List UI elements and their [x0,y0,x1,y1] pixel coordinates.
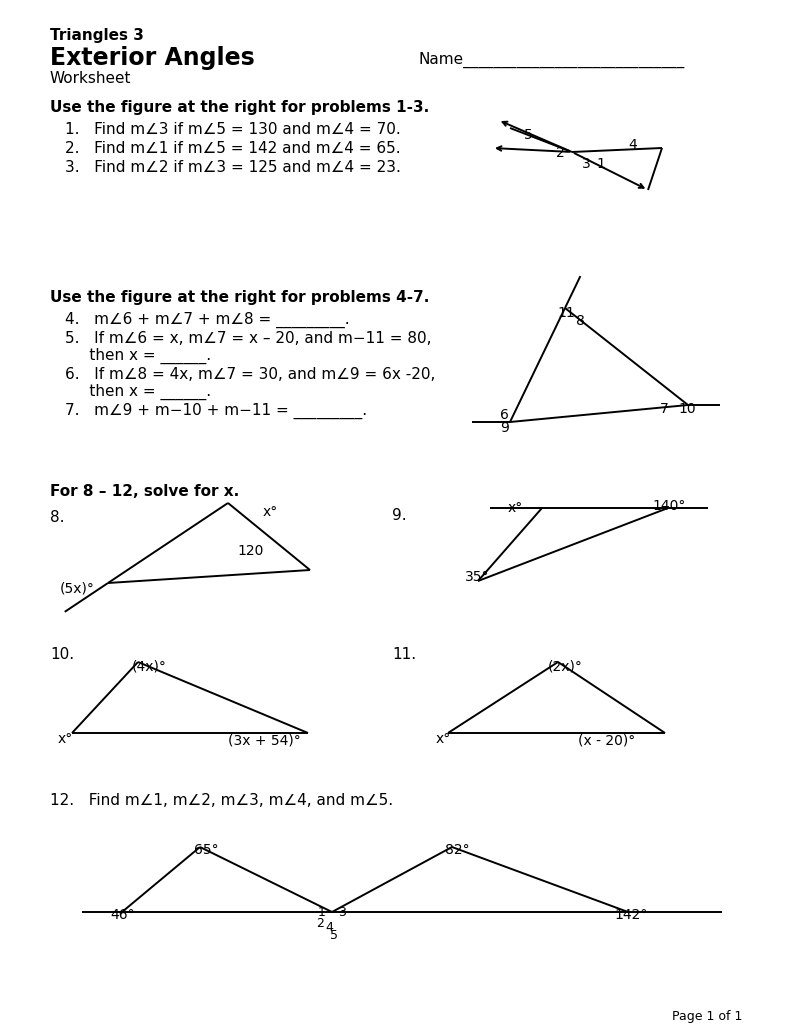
Text: then x = ______.: then x = ______. [65,384,211,400]
Text: 142°: 142° [614,908,647,922]
Text: Page 1 of 1: Page 1 of 1 [672,1010,743,1023]
Text: 12.   Find m∠1, m∠2, m∠3, m∠4, and m∠5.: 12. Find m∠1, m∠2, m∠3, m∠4, and m∠5. [50,793,393,808]
Text: x°: x° [508,501,524,515]
Text: 3: 3 [338,906,346,919]
Text: 6.   If m∠8 = 4x, m∠7 = 30, and m∠9 = 6x -20,: 6. If m∠8 = 4x, m∠7 = 30, and m∠9 = 6x -… [65,367,435,382]
Text: 1: 1 [596,157,605,171]
Text: (2x)°: (2x)° [548,660,583,674]
Text: 46°: 46° [110,908,134,922]
Text: x°: x° [58,732,74,746]
Text: 5: 5 [524,128,533,142]
Text: 5.   If m∠6 = x, m∠7 = x – 20, and m−11 = 80,: 5. If m∠6 = x, m∠7 = x – 20, and m−11 = … [65,331,432,346]
Text: 4: 4 [325,921,333,934]
Text: 10: 10 [678,402,695,416]
Text: 82°: 82° [445,843,470,857]
Text: then x = ______.: then x = ______. [65,348,211,365]
Text: 65°: 65° [194,843,218,857]
Text: 4: 4 [628,138,637,152]
Text: 140°: 140° [652,499,685,513]
Text: 1.   Find m∠3 if m∠5 = 130 and m∠4 = 70.: 1. Find m∠3 if m∠5 = 130 and m∠4 = 70. [65,122,401,137]
Text: 7: 7 [660,402,668,416]
Text: Use the figure at the right for problems 4-7.: Use the figure at the right for problems… [50,290,430,305]
Text: 5: 5 [330,929,338,942]
Text: 3: 3 [582,157,591,171]
Text: 2.   Find m∠1 if m∠5 = 142 and m∠4 = 65.: 2. Find m∠1 if m∠5 = 142 and m∠4 = 65. [65,141,400,156]
Text: x°: x° [263,505,278,519]
Text: 8.: 8. [50,510,65,525]
Text: (5x)°: (5x)° [60,582,95,596]
Text: Triangles 3: Triangles 3 [50,28,144,43]
Text: 4.   m∠6 + m∠7 + m∠8 = _________.: 4. m∠6 + m∠7 + m∠8 = _________. [65,312,350,329]
Text: (4x)°: (4x)° [132,660,167,674]
Text: 2: 2 [316,918,324,930]
Text: 6: 6 [500,408,509,422]
Text: 35°: 35° [465,570,490,584]
Text: 8: 8 [576,314,585,328]
Text: (3x + 54)°: (3x + 54)° [228,733,301,746]
Text: 120: 120 [237,544,263,558]
Text: 1: 1 [318,906,326,919]
Text: 7.   m∠9 + m−10 + m−11 = _________.: 7. m∠9 + m−10 + m−11 = _________. [65,403,367,419]
Text: For 8 – 12, solve for x.: For 8 – 12, solve for x. [50,484,239,499]
Text: x°: x° [436,732,451,746]
Text: Name_____________________________: Name_____________________________ [418,52,684,69]
Text: Exterior Angles: Exterior Angles [50,46,255,70]
Text: 11.: 11. [392,647,416,662]
Text: Worksheet: Worksheet [50,71,131,86]
Text: (x - 20)°: (x - 20)° [578,733,635,746]
Text: 2: 2 [556,146,565,160]
Text: Use the figure at the right for problems 1-3.: Use the figure at the right for problems… [50,100,430,115]
Text: 10.: 10. [50,647,74,662]
Text: 11: 11 [557,306,575,319]
Text: 3.   Find m∠2 if m∠3 = 125 and m∠4 = 23.: 3. Find m∠2 if m∠3 = 125 and m∠4 = 23. [65,160,401,175]
Text: 9.: 9. [392,508,407,523]
Text: 9: 9 [500,421,509,435]
